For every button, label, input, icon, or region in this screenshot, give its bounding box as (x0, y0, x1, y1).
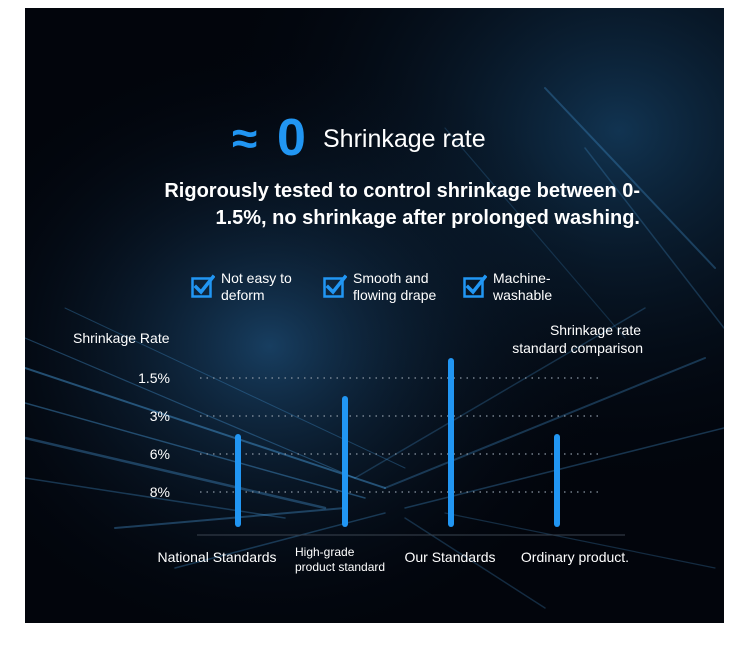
legend-line-2: standard comparison (512, 340, 643, 356)
subtitle-line-1: Rigorously tested to control shrinkage b… (164, 180, 640, 202)
subtitle: Rigorously tested to control shrinkage b… (85, 178, 640, 232)
y-tick-label: 6% (150, 446, 170, 462)
x-tick-label-line-2: product standard (295, 560, 385, 574)
bar (554, 434, 560, 527)
light-ray (25, 436, 327, 510)
y-tick-label: 1.5% (138, 370, 170, 386)
checkbox-check-icon (463, 274, 487, 298)
headline: ≈ 0 Shrinkage rate (25, 112, 724, 172)
feature-label: Smooth and flowing drape (353, 270, 437, 303)
light-ray (544, 87, 716, 269)
x-tick-label: National Standards (157, 549, 276, 565)
y-ticks: 1.5% 3% 6% 8% (138, 370, 170, 500)
y-tick-label: 3% (150, 408, 170, 424)
light-ray (404, 427, 724, 509)
light-ray (404, 517, 546, 609)
page-title: Shrinkage rate (323, 125, 486, 153)
light-ray (444, 512, 716, 569)
bar (448, 358, 454, 527)
light-ray (174, 512, 386, 569)
light-ray (444, 127, 626, 339)
shrinkage-chart: Shrinkage Rate Shrinkage rate standard c… (73, 322, 643, 574)
x-tick-label: Ordinary product. (521, 549, 629, 565)
bar (342, 396, 348, 527)
approx-symbol: ≈ (232, 112, 258, 164)
light-ray (384, 357, 706, 489)
subtitle-line-2: 1.5%, no shrinkage after prolonged washi… (215, 207, 640, 229)
checkbox-check-icon (323, 274, 347, 298)
product-panel: ≈ 0 Shrinkage rate Rigorously tested to … (25, 8, 724, 623)
feature-label: Machine- washable (493, 270, 553, 303)
light-ray (25, 337, 356, 479)
background-light-rays (25, 8, 724, 623)
y-axis-label: Shrinkage Rate (73, 330, 170, 346)
feature-list: Not easy to deform Smooth and flowing dr… (25, 270, 724, 310)
gridlines (200, 377, 600, 493)
light-ray (354, 307, 646, 479)
zero-value: 0 (277, 109, 306, 167)
feature-label: Not easy to deform (221, 270, 292, 303)
light-ray (25, 402, 366, 499)
bars (235, 358, 560, 527)
light-ray (114, 507, 346, 529)
light-ray (64, 307, 406, 469)
bar (235, 434, 241, 527)
light-ray (584, 147, 724, 329)
y-tick-label: 8% (150, 484, 170, 500)
x-tick-label: High-grade (295, 545, 355, 559)
light-ray (25, 477, 286, 519)
checkbox-check-icon (191, 274, 215, 298)
x-tick-label: Our Standards (404, 549, 495, 565)
legend-line-1: Shrinkage rate (550, 322, 641, 338)
light-ray (25, 367, 386, 489)
